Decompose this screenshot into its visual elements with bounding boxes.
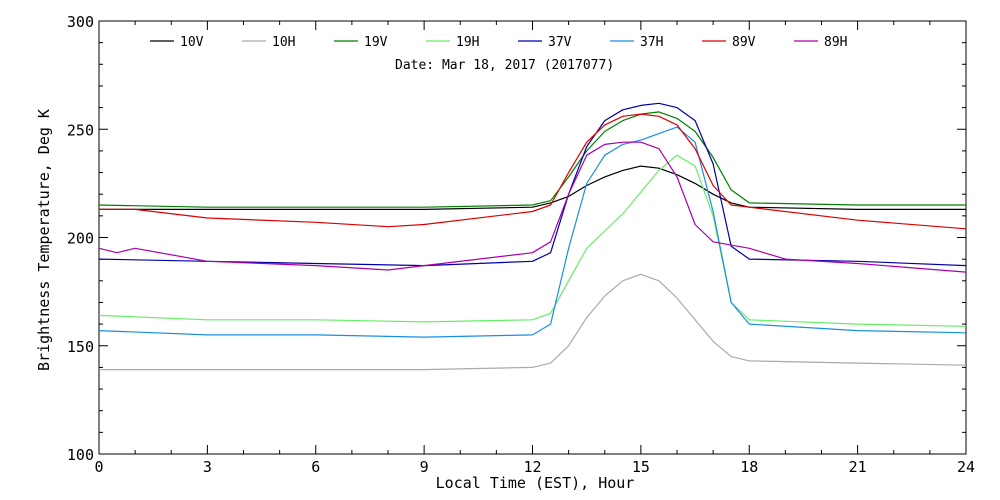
legend-label-19h: 19H (456, 35, 479, 50)
series-lines (98, 102, 967, 371)
legend-label-19v: 19V (364, 35, 388, 50)
legend-label-89h: 89H (824, 35, 847, 50)
axis-ticks: 0 3 6 9 12 15 18 21 24 100 150 200 250 300 (67, 13, 975, 476)
x-tick-label: 9 (420, 458, 429, 476)
series-line-10h (99, 273, 967, 371)
x-tick-label: 0 (94, 458, 103, 476)
y-tick-label: 300 (67, 13, 94, 31)
y-tick-label: 250 (67, 121, 94, 139)
legend: 10V 10H 19V 19H 37V 37H 89V 89H (150, 35, 847, 50)
x-tick-label: 15 (632, 458, 650, 476)
plot-frame (98, 20, 967, 455)
x-tick-label: 3 (203, 458, 212, 476)
x-tick-label: 12 (523, 458, 541, 476)
x-tick-label: 21 (849, 458, 867, 476)
x-tick-label: 6 (311, 458, 320, 476)
series-line-37h (98, 126, 967, 338)
series-line-89v (99, 113, 967, 230)
series-line-37v (98, 102, 967, 267)
legend-label-10h: 10H (272, 35, 295, 50)
x-tick-label: 24 (957, 458, 975, 476)
y-tick-label: 100 (67, 446, 94, 464)
legend-label-37h: 37H (640, 35, 663, 50)
y-tick-label: 200 (67, 230, 94, 248)
chart-subtitle: Date: Mar 18, 2017 (2017077) (395, 58, 614, 73)
legend-label-37v: 37V (548, 35, 572, 50)
legend-label-89v: 89V (732, 35, 756, 50)
x-axis-title: Local Time (EST), Hour (436, 474, 635, 492)
series-line-10v (99, 165, 966, 210)
y-tick-label: 150 (67, 338, 94, 356)
series-line-89h (98, 141, 967, 273)
legend-label-10v: 10V (180, 35, 204, 50)
x-tick-label: 18 (740, 458, 758, 476)
series-line-19v (98, 111, 966, 208)
series-line-19h (98, 154, 967, 327)
y-axis-title: Brightness Temperature, Deg K (35, 109, 53, 371)
